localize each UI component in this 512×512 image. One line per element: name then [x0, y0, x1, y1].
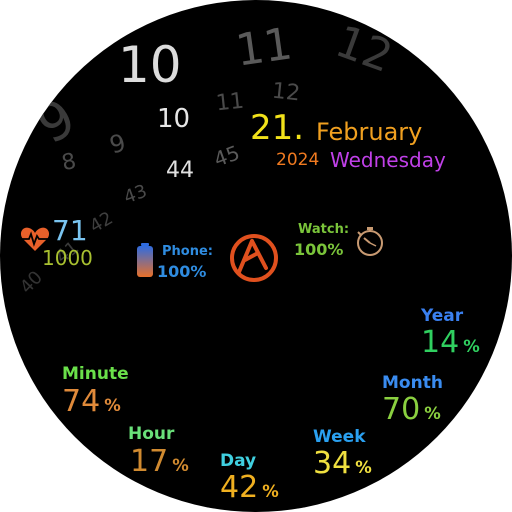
month-progress: 70% [382, 392, 441, 427]
hour-value: 17 [130, 444, 169, 479]
hour-small: 10 [157, 104, 191, 134]
dial-number: 45 [210, 140, 243, 172]
month-label: Month [382, 373, 443, 393]
hour-unit: % [172, 456, 189, 475]
stopwatch-icon [352, 224, 386, 258]
date-day: 21. [250, 108, 305, 148]
date-year: 2024 [276, 150, 320, 170]
hour-label: Hour [128, 424, 175, 444]
watch-label: Watch: [298, 222, 350, 237]
dial-number: 9 [106, 128, 129, 160]
dial-number: 40 [15, 266, 47, 299]
dial-number: 8 [59, 148, 79, 177]
month-value: 70 [382, 392, 421, 427]
year-progress: 14% [421, 325, 480, 360]
heart-icon [20, 226, 50, 252]
phone-battery-icon [137, 243, 153, 277]
week-unit: % [355, 458, 372, 477]
dial-number: 11 [214, 88, 246, 117]
year-unit: % [463, 337, 480, 356]
day-label: Day [220, 451, 257, 471]
dial-number: 12 [270, 78, 302, 107]
minute-progress: 74% [62, 384, 121, 419]
date-weekday: Wednesday [330, 148, 446, 172]
week-progress: 34% [313, 446, 372, 481]
phone-label: Phone: [162, 244, 213, 259]
date-month: February [316, 118, 423, 146]
month-unit: % [424, 404, 441, 423]
dial-number: 12 [328, 15, 400, 84]
minute-label: Minute [62, 364, 129, 384]
minute-unit: % [104, 396, 121, 415]
dial-number: 9 [27, 87, 86, 157]
day-unit: % [262, 482, 279, 501]
minute-small: 44 [166, 158, 194, 183]
phone-value: 100% [157, 262, 207, 281]
hour-big: 10 [118, 36, 182, 94]
year-value: 14 [421, 325, 460, 360]
hour-progress: 17% [130, 444, 189, 479]
week-value: 34 [313, 446, 352, 481]
dial-number: 42 [86, 207, 117, 238]
year-label: Year [421, 306, 464, 326]
logo-icon [228, 232, 280, 284]
dial-number: 43 [121, 180, 150, 209]
watch-value: 100% [294, 240, 344, 259]
steps-value: 1000 [42, 246, 93, 270]
heart-rate-value: 71 [52, 214, 88, 247]
day-value: 42 [220, 470, 259, 505]
week-label: Week [313, 427, 366, 447]
minute-value: 74 [62, 384, 101, 419]
dial-number: 11 [232, 18, 296, 77]
day-progress: 42% [220, 470, 279, 505]
